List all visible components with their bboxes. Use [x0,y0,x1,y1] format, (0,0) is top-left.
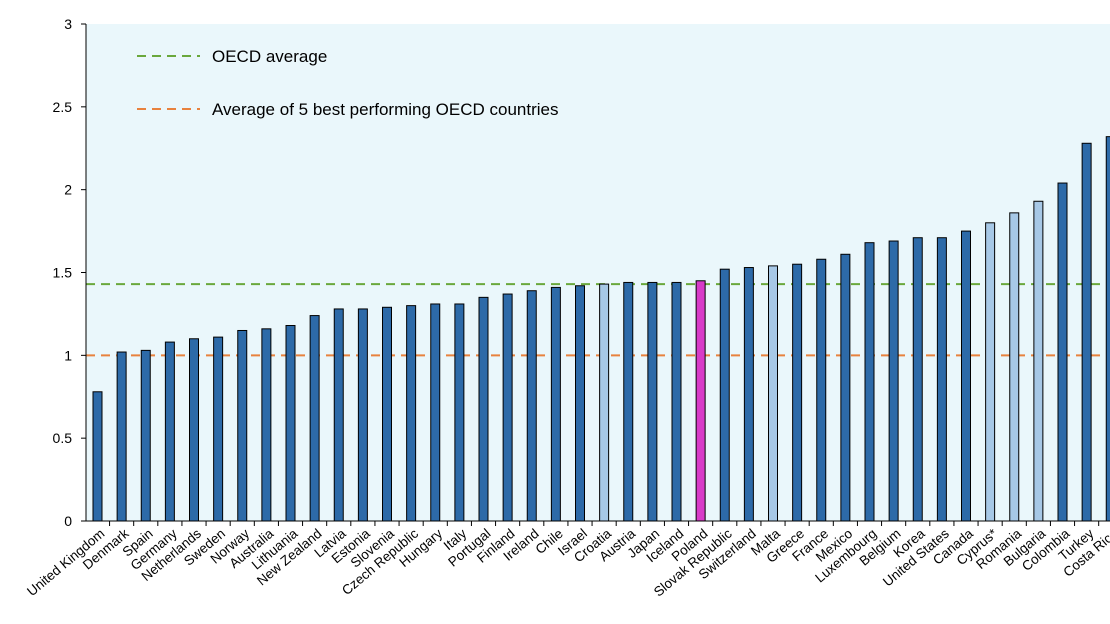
bar-slovak-republic [719,268,730,522]
legend: OECD average Average of 5 best performin… [137,47,558,119]
bar-spain [140,349,151,522]
bar-iceland [671,281,682,522]
y-tick-label: 1 [64,347,72,363]
bar-romania [1009,212,1020,522]
bar-israel [575,285,585,522]
bar-estonia [357,308,368,522]
bar-costa-rica [1105,136,1110,522]
bar-chile [550,286,561,522]
bar-hungary [430,303,441,522]
bar-new-zealand [309,315,320,522]
bar-czech-republic [406,305,417,522]
bar-croatia [599,283,610,522]
y-tick-label: 3 [64,16,72,32]
bar-germany [164,341,175,522]
bar-portugal [478,296,489,522]
bar-denmark [116,351,127,522]
bar-greece [792,263,803,522]
bar-austria [623,281,634,522]
y-tick-label: 0 [64,513,72,529]
bar-finland [502,293,513,522]
y-tick-label: 2.5 [53,99,73,115]
bar-netherlands [189,338,199,522]
bar-australia [261,328,272,522]
bar-ireland [526,290,537,522]
bar-switzerland [743,267,754,522]
y-tick-label: 0.5 [53,430,73,446]
bar-lithuania [285,325,296,522]
bar-malta [768,265,778,522]
bar-turkey [1081,142,1092,522]
bar-france [816,258,827,522]
bar-latvia [333,308,344,522]
bar-poland [695,280,706,522]
y-tick-label: 2 [64,182,72,198]
y-tick-label: 1.5 [53,265,73,281]
bar-luxembourg [864,242,875,522]
bar-cyprus [985,222,996,522]
bar-korea [912,237,923,522]
legend-label-best-5-average: Average of 5 best performing OECD countr… [212,100,558,119]
legend-label-oecd-average: OECD average [212,47,327,66]
bar-japan [647,281,658,522]
bar-united-states [936,237,947,522]
bar-belgium [888,240,899,522]
bar-sweden [213,336,224,522]
bar-italy [454,303,465,522]
bar-norway [237,329,248,522]
bar-slovenia [382,306,392,522]
bar-canada [961,230,971,522]
bar-colombia [1057,182,1068,522]
bar-united-kingdom [92,391,103,522]
bar-bulgaria [1033,200,1044,522]
bar-mexico [840,253,851,522]
